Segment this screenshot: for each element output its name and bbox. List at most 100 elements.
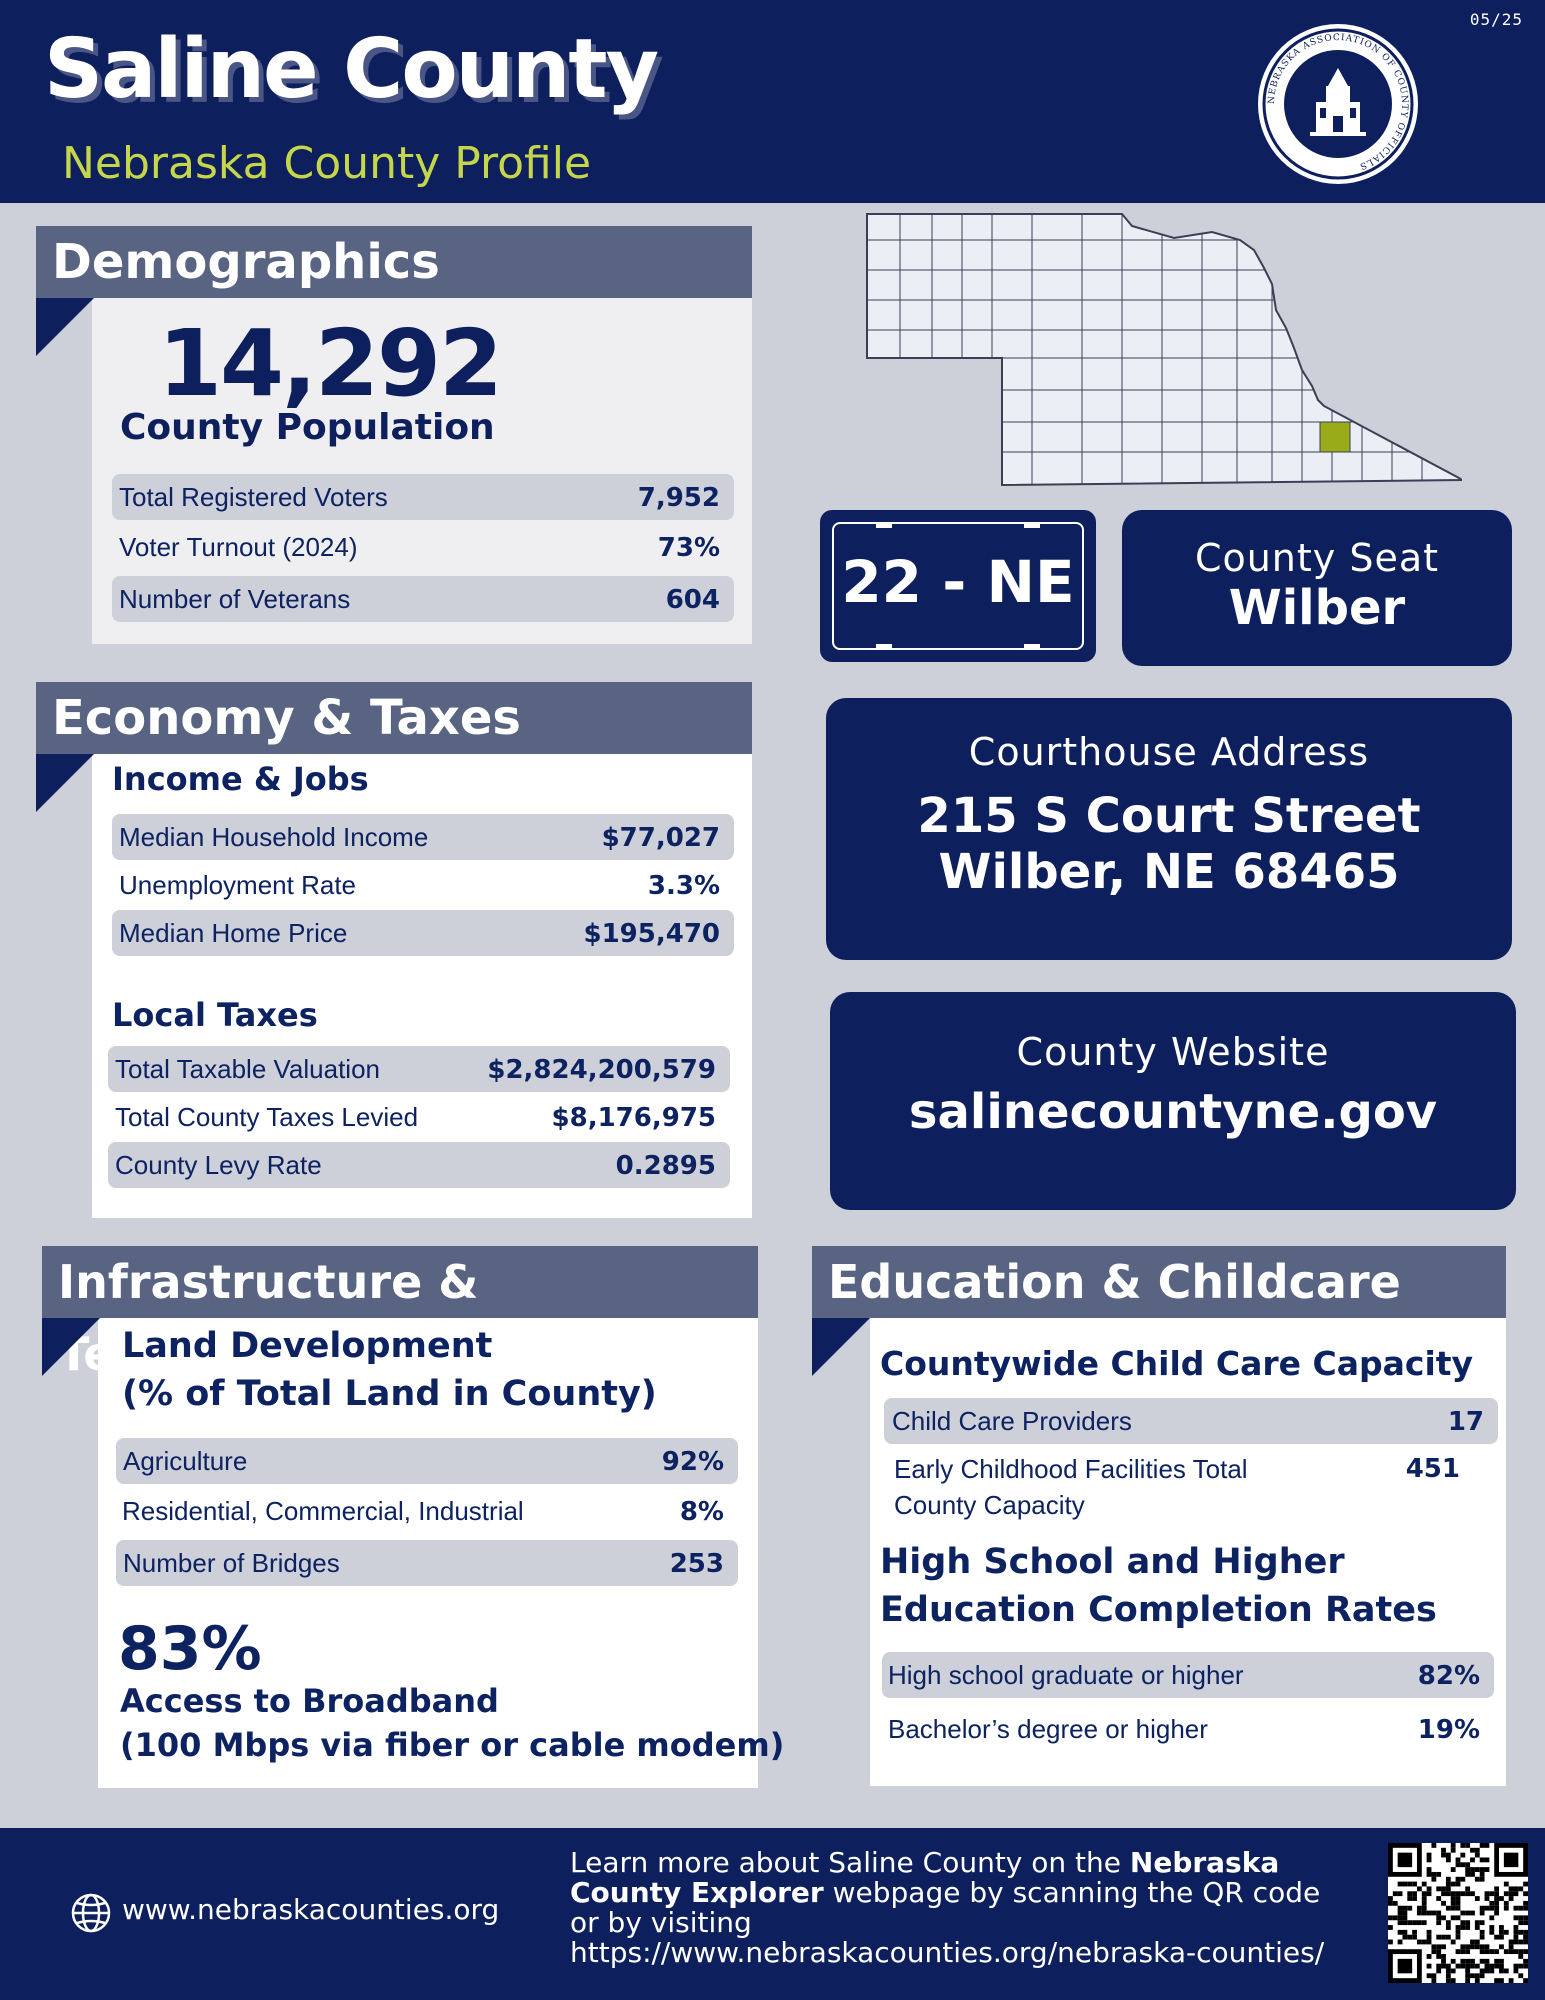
table-row: Agriculture 92% xyxy=(116,1438,738,1484)
section-corner xyxy=(42,1318,100,1376)
broadband-value: 83% xyxy=(118,1614,262,1684)
website-url[interactable]: salinecountyne.gov xyxy=(908,1084,1438,1140)
row-label: Voter Turnout (2024) xyxy=(119,532,358,562)
county-seat-value: Wilber xyxy=(1228,580,1406,636)
page-subtitle: Nebraska County Profile xyxy=(62,138,592,189)
row-label: Bachelor’s degree or higher xyxy=(888,1714,1208,1744)
row-label: Total Taxable Valuation xyxy=(115,1054,381,1084)
row-value: 73% xyxy=(657,533,720,563)
courthouse-caption: Courthouse Address xyxy=(968,730,1370,774)
row-value: $8,176,975 xyxy=(551,1103,716,1133)
globe-icon xyxy=(70,1892,112,1934)
table-row: Median Home Price $195,470 xyxy=(112,910,734,956)
row-label: County Levy Rate xyxy=(115,1150,322,1180)
row-value: 253 xyxy=(669,1549,724,1579)
county-seat-box: County Seat Wilber xyxy=(1122,510,1512,666)
section-corner xyxy=(36,298,94,356)
row-label: Total Registered Voters xyxy=(119,482,388,512)
row-value: 19% xyxy=(1417,1715,1480,1745)
section-corner xyxy=(812,1318,870,1376)
plate-dash xyxy=(876,524,892,528)
plate-dash xyxy=(1024,524,1040,528)
footer-website-link[interactable]: www.nebraskacounties.org xyxy=(122,1893,500,1926)
row-label: Median Home Price xyxy=(119,918,348,948)
courthouse-address-line2: Wilber, NE 68465 xyxy=(938,844,1400,900)
row-value: 604 xyxy=(665,585,720,615)
population-label: County Population xyxy=(120,407,495,448)
table-row: Total Taxable Valuation $2,824,200,579 xyxy=(108,1046,730,1092)
row-label: High school graduate or higher xyxy=(888,1660,1244,1690)
section-corner xyxy=(36,754,94,812)
table-row: County Levy Rate 0.2895 xyxy=(108,1142,730,1188)
row-label: County Capacity xyxy=(894,1490,1085,1520)
row-label: Unemployment Rate xyxy=(119,870,356,900)
association-seal-logo: NEBRASKA ASSOCIATION OF COUNTY OFFICIALS xyxy=(1258,24,1418,184)
row-label: Median Household Income xyxy=(119,822,429,852)
table-row: Median Household Income $77,027 xyxy=(112,814,734,860)
footer-text-part: Learn more about Saline County on the xyxy=(570,1846,1130,1879)
table-row: Voter Turnout (2024) 73% xyxy=(112,524,734,570)
row-value: 451 xyxy=(1405,1454,1460,1484)
county-license-plate: 22 - NE xyxy=(820,510,1096,662)
completion-subheading: Education Completion Rates xyxy=(880,1590,1437,1630)
taxes-heading: Local Taxes xyxy=(112,996,318,1034)
courthouse-box: Courthouse Address 215 S Court Street Wi… xyxy=(826,698,1512,960)
broadband-label: Access to Broadband xyxy=(120,1682,499,1720)
courthouse-address-line1: 215 S Court Street xyxy=(917,788,1421,844)
table-row: High school graduate or higher 82% xyxy=(882,1652,1494,1698)
county-seat-caption: County Seat xyxy=(1194,536,1440,580)
row-value: 82% xyxy=(1417,1661,1480,1691)
childcare-heading: Countywide Child Care Capacity xyxy=(880,1344,1474,1383)
row-value: 7,952 xyxy=(637,483,720,513)
qr-code[interactable] xyxy=(1388,1843,1528,1983)
table-row: Unemployment Rate 3.3% xyxy=(112,862,734,908)
row-label: Child Care Providers xyxy=(892,1406,1132,1436)
land-heading: Land Development xyxy=(122,1326,493,1366)
income-heading: Income & Jobs xyxy=(112,760,369,798)
saline-county-highlight xyxy=(1319,421,1351,453)
row-value: 8% xyxy=(679,1497,724,1527)
row-value: 0.2895 xyxy=(615,1151,716,1181)
footer-text-part: webpage by scanning the QR code or by vi… xyxy=(570,1876,1325,1969)
footer-bar xyxy=(0,1828,1545,2000)
publish-date: 05/25 xyxy=(1469,10,1523,29)
website-caption: County Website xyxy=(1016,1030,1330,1074)
row-label: Number of Bridges xyxy=(123,1548,340,1578)
footer-text-bold: Nebraska County Explorer xyxy=(570,1846,1280,1909)
plate-border xyxy=(832,522,1084,650)
table-row: Number of Veterans 604 xyxy=(112,576,734,622)
economy-heading: Economy & Taxes xyxy=(36,682,752,754)
table-row: Early Childhood Facilities Total County … xyxy=(884,1448,1498,1520)
infrastructure-heading: Infrastructure & Technology xyxy=(42,1246,758,1381)
row-value: $195,470 xyxy=(583,919,720,949)
education-heading: Education & Childcare xyxy=(812,1246,1506,1318)
table-row: Total Registered Voters 7,952 xyxy=(112,474,734,520)
broadband-sublabel: (100 Mbps via fiber or cable modem) xyxy=(120,1726,785,1764)
table-row: Residential, Commercial, Industrial 8% xyxy=(116,1488,738,1534)
row-label: Total County Taxes Levied xyxy=(115,1102,419,1132)
row-label: Number of Veterans xyxy=(119,584,351,614)
row-value: 3.3% xyxy=(647,871,720,901)
table-row: Total County Taxes Levied $8,176,975 xyxy=(108,1094,730,1140)
row-value: 17 xyxy=(1447,1407,1484,1437)
row-label: Residential, Commercial, Industrial xyxy=(122,1496,524,1526)
row-label: Early Childhood Facilities Total xyxy=(894,1454,1248,1484)
nebraska-county-map xyxy=(862,210,1466,490)
table-row: Bachelor’s degree or higher 19% xyxy=(882,1706,1494,1752)
completion-heading: High School and Higher xyxy=(880,1542,1345,1582)
row-value: 92% xyxy=(661,1447,724,1477)
population-value: 14,292 xyxy=(158,310,503,417)
row-value: $77,027 xyxy=(601,823,720,853)
page-title: Saline County xyxy=(44,22,659,117)
table-row: Child Care Providers 17 xyxy=(884,1398,1498,1444)
website-box: County Website salinecountyne.gov xyxy=(830,992,1516,1210)
table-row: Number of Bridges 253 xyxy=(116,1540,738,1586)
row-value: $2,824,200,579 xyxy=(487,1055,716,1085)
plate-dash xyxy=(876,644,892,648)
education-card xyxy=(870,1318,1506,1786)
land-subheading: (% of Total Land in County) xyxy=(122,1374,657,1414)
demographics-heading: Demographics xyxy=(36,226,752,298)
plate-dash xyxy=(1024,644,1040,648)
row-label: Agriculture xyxy=(123,1446,248,1476)
plate-number: 22 - NE xyxy=(841,548,1075,616)
